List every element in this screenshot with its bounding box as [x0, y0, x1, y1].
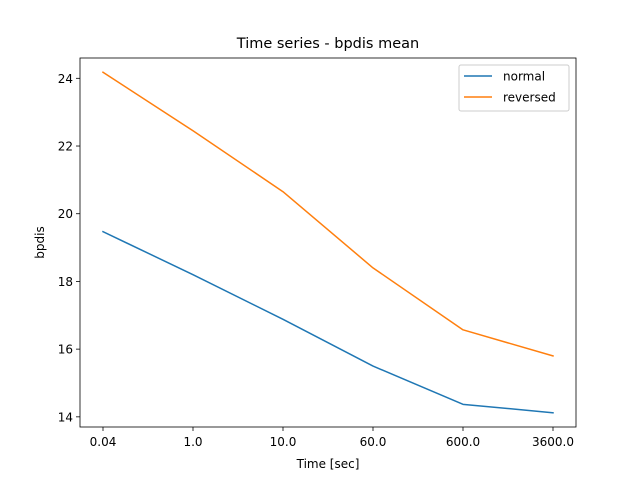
- y-tick-label: 18: [58, 275, 73, 289]
- y-tick-label: 22: [58, 140, 73, 154]
- x-tick-label: 0.04: [90, 435, 117, 449]
- chart-title: Time series - bpdis mean: [236, 36, 419, 52]
- y-tick-label: 16: [58, 343, 73, 357]
- y-tick-label: 14: [58, 410, 73, 424]
- x-tick-label: 10.0: [270, 435, 297, 449]
- y-axis: 14 16 18 20 22 24: [58, 72, 80, 424]
- y-tick-label: 20: [58, 207, 73, 221]
- legend-label-reversed: reversed: [503, 91, 556, 105]
- x-tick-label: 3600.0: [532, 435, 574, 449]
- legend: normal reversed: [458, 64, 570, 112]
- series-line-reversed: [101, 71, 554, 357]
- plot-frame: [79, 57, 577, 428]
- x-tick-label: 1.0: [183, 435, 202, 449]
- plot-area: [101, 71, 554, 414]
- legend-label-normal: normal: [503, 70, 545, 84]
- series-line-normal: [101, 230, 554, 414]
- x-axis: 0.04 1.0 10.0 60.0 600.0 3600.0: [90, 427, 574, 449]
- x-tick-label: 600.0: [446, 435, 480, 449]
- y-tick-label: 24: [58, 72, 73, 86]
- x-tick-label: 60.0: [360, 435, 387, 449]
- x-axis-label: Time [sec]: [296, 457, 360, 471]
- y-axis-label: bpdis: [33, 226, 47, 258]
